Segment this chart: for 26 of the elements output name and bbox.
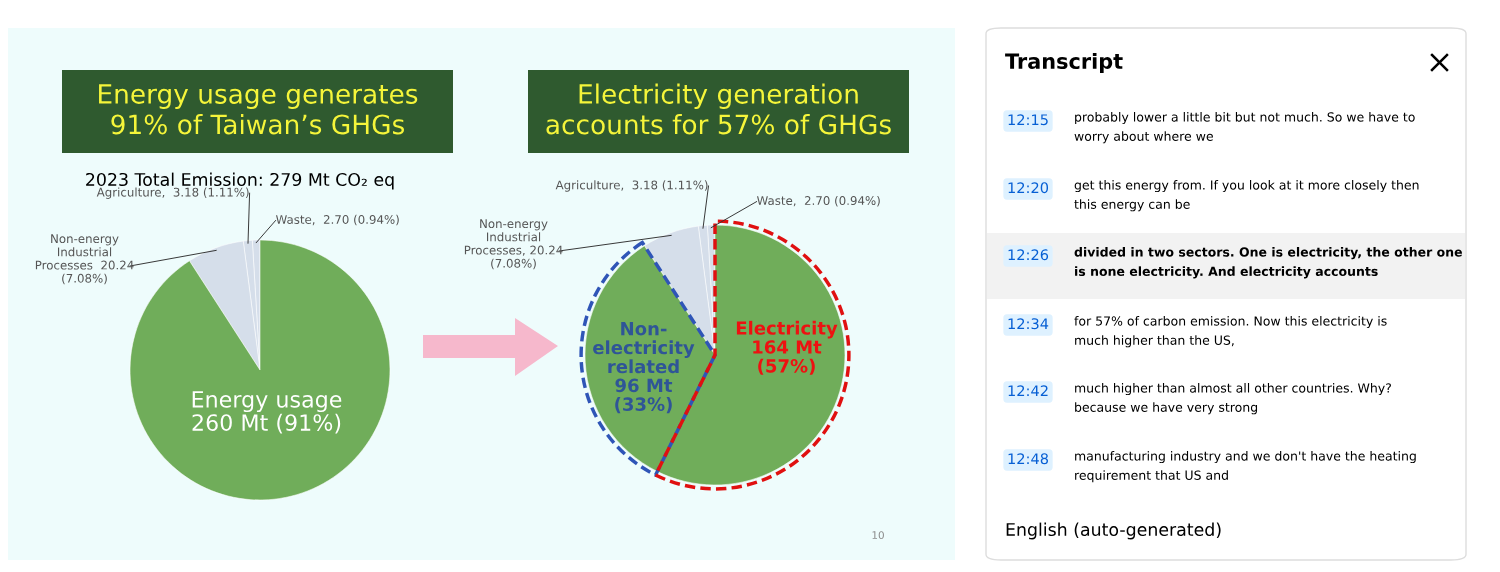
slice-label: Electricity 164 Mt (57%) <box>736 320 838 375</box>
slice-label: Non- electricity related 96 Mt (33%) <box>593 322 695 414</box>
text: 10 <box>872 531 884 540</box>
text: 12:20 <box>1008 182 1049 194</box>
text: 12:42 <box>1008 385 1048 397</box>
text: get this energy from. If you look at it more closely then this energy can be <box>1074 180 1419 212</box>
slice-label: Non-energy Industrial Processes, 20.24 (7.08%) <box>464 219 563 270</box>
text: 12:15 <box>1008 114 1048 126</box>
text: English (auto-generated) <box>1006 522 1221 540</box>
text: for 57% of carbon emission. Now this electricity is much higher than the US, <box>1074 316 1387 348</box>
text: much higher than almost all other countries. Why? because we have very strong <box>1075 383 1391 415</box>
slice-label: Energy usage 260 Mt (91%) <box>192 391 342 434</box>
text: Transcript <box>1005 52 1123 74</box>
text: manufacturing industry and we don't have the heating requirement that US and <box>1075 451 1416 483</box>
slice-label: Non-energy Industrial Processes 20.24 (7.08%) <box>35 234 134 285</box>
slice-label: Agriculture, 3.18 (1.11%) <box>96 187 249 199</box>
text: 12:48 <box>1008 453 1049 465</box>
chart-title: Energy usage generates 91% of Taiwan’s GHGs <box>99 84 418 135</box>
text: 12:26 <box>1008 249 1049 261</box>
chart-title: Electricity generation accounts for 57% of GHGs <box>546 83 891 135</box>
slice-label: Waste, 2.70 (0.94%) <box>756 195 880 207</box>
slice-label: Agriculture, 3.18 (1.11%) <box>555 180 708 192</box>
text: 12:34 <box>1008 318 1049 330</box>
slice-label: Waste, 2.70 (0.94%) <box>275 214 399 226</box>
text: probably lower a little bit but not much. So we have to worry about where we <box>1074 112 1415 144</box>
text: divided in two sectors. One is electricity, the other one is none electricity. And electricity accounts <box>1074 247 1462 279</box>
